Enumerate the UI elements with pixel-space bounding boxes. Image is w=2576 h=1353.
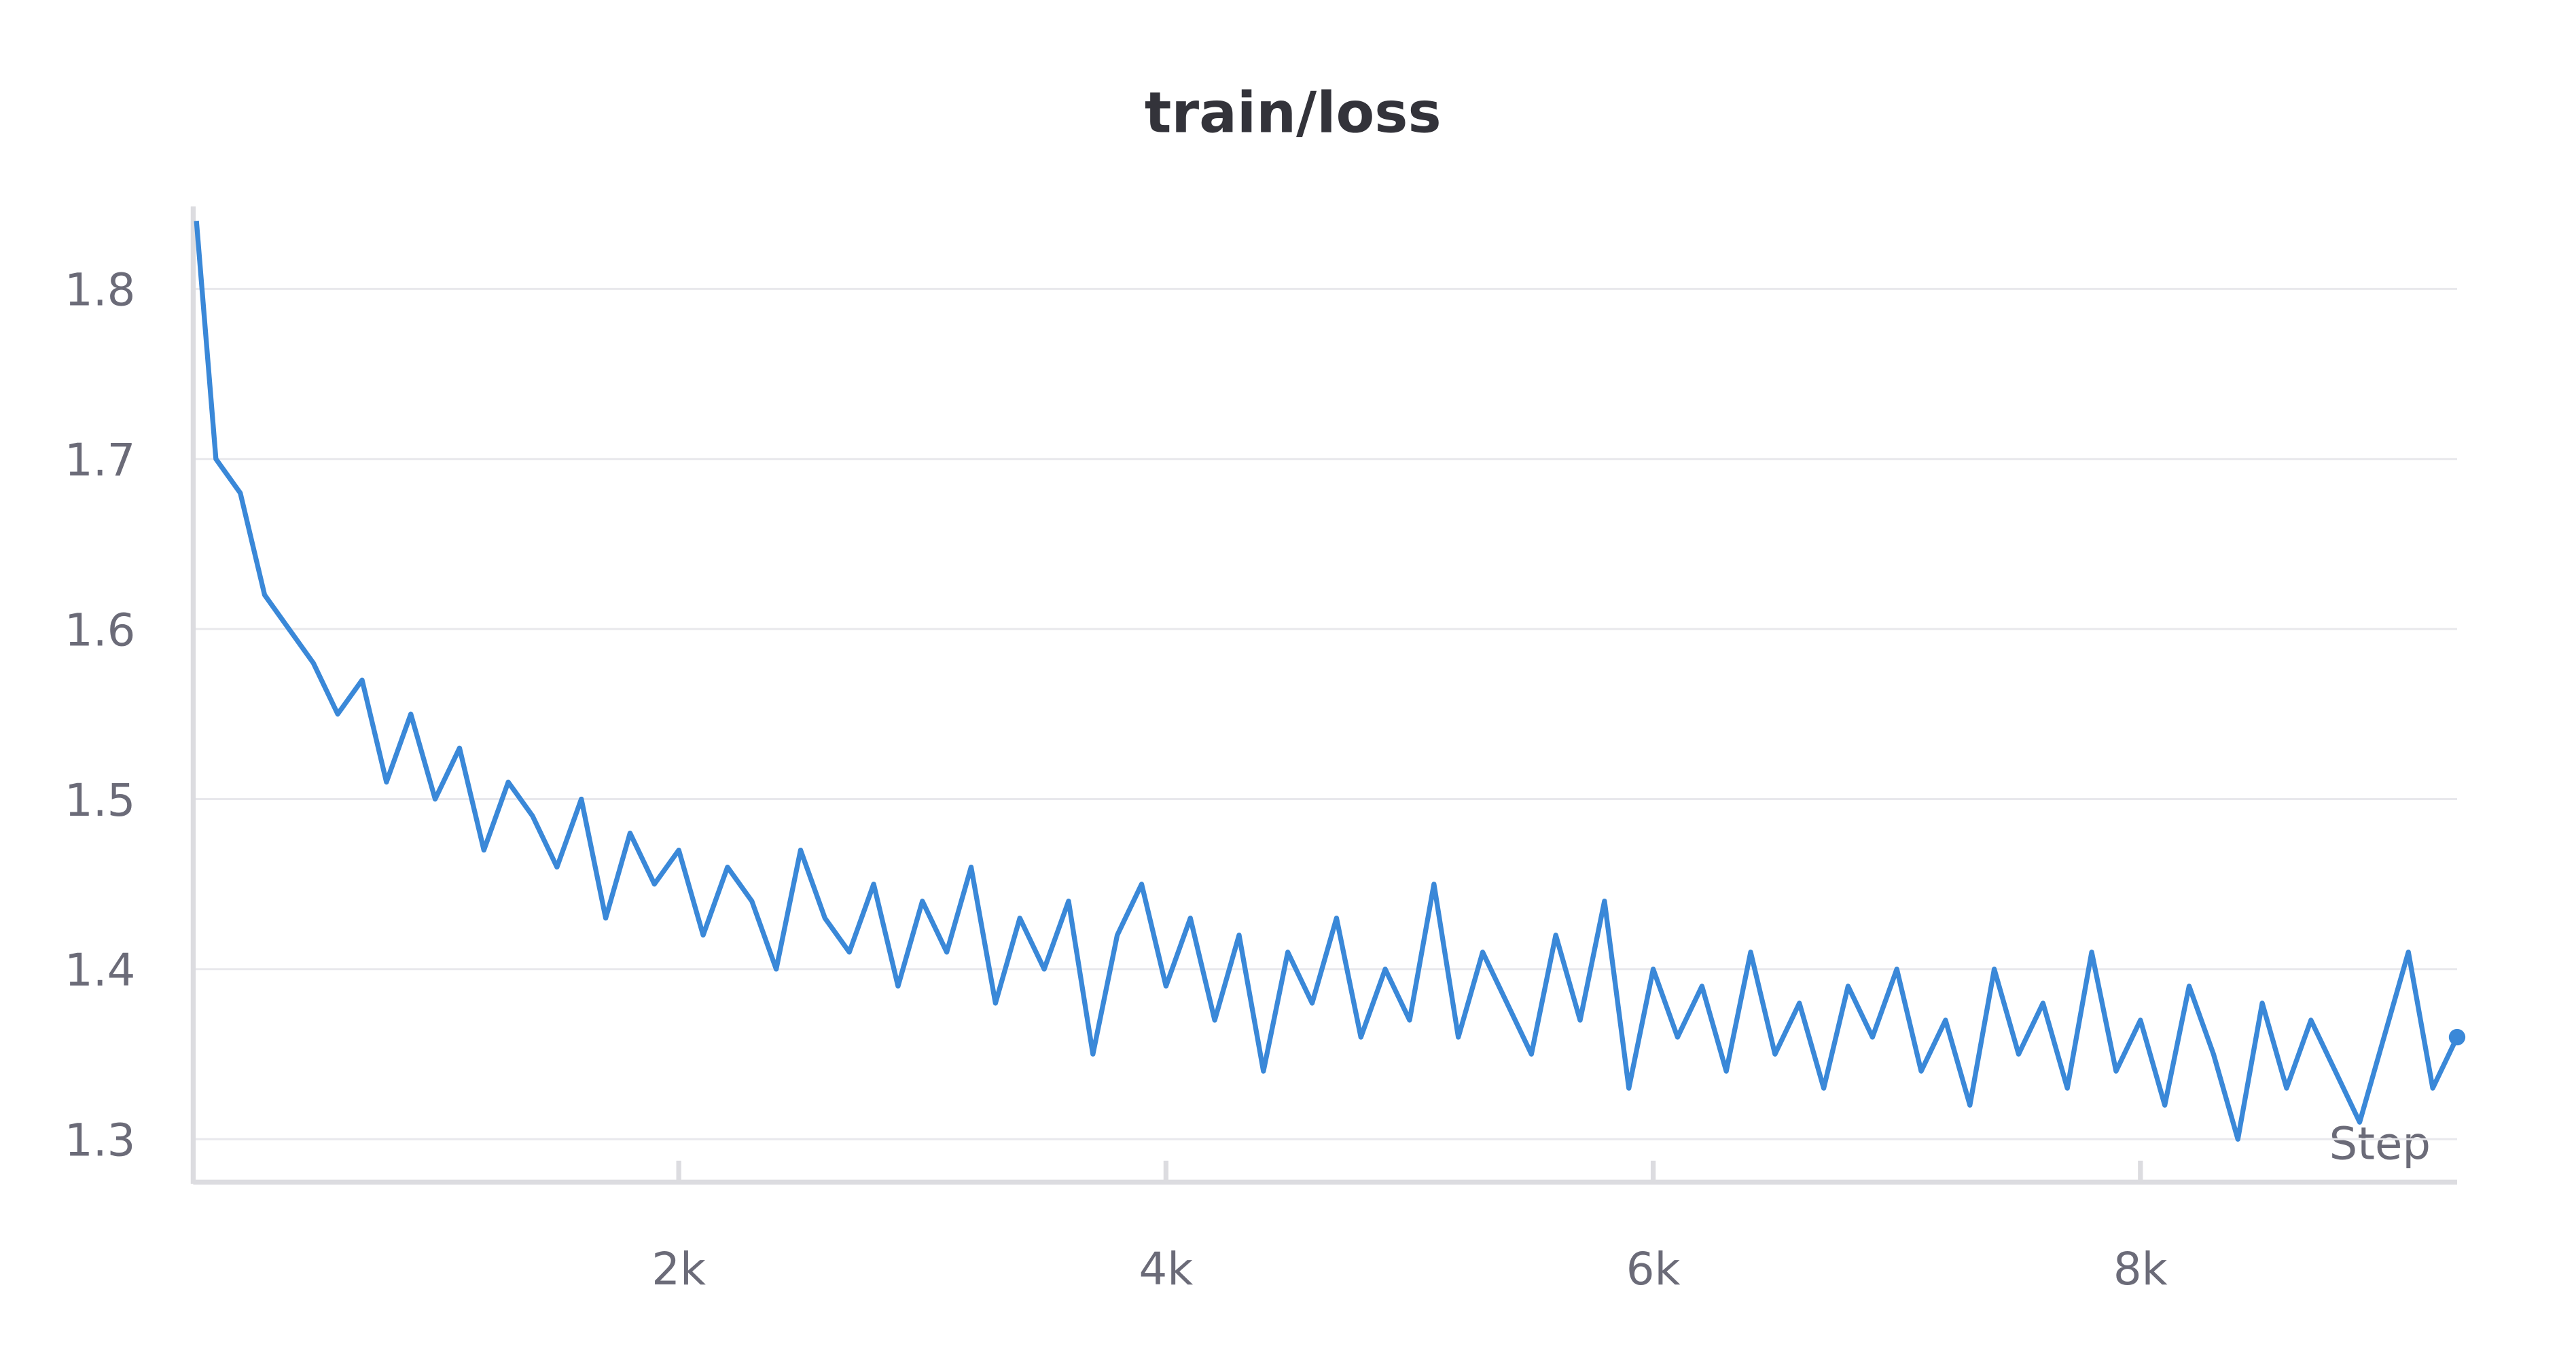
x-tick-label: 8k: [2113, 1244, 2168, 1295]
end-point: [2448, 1028, 2466, 1046]
y-tick-label: 1.6: [65, 605, 135, 656]
y-tick-label: 1.5: [65, 775, 135, 827]
x-tick-label: 4k: [1139, 1244, 1194, 1295]
x-tick-label: 6k: [1626, 1244, 1681, 1295]
y-tick-label: 1.3: [65, 1115, 135, 1167]
x-tick-label: 2k: [651, 1244, 706, 1295]
loss-line: [194, 220, 2460, 1142]
y-tick-label: 1.4: [65, 945, 135, 996]
y-tick-label: 1.8: [65, 265, 135, 317]
x-axis-label: Step: [2329, 1118, 2431, 1170]
y-tick-label: 1.7: [65, 435, 135, 486]
chart-title: train/loss: [1145, 80, 1442, 145]
